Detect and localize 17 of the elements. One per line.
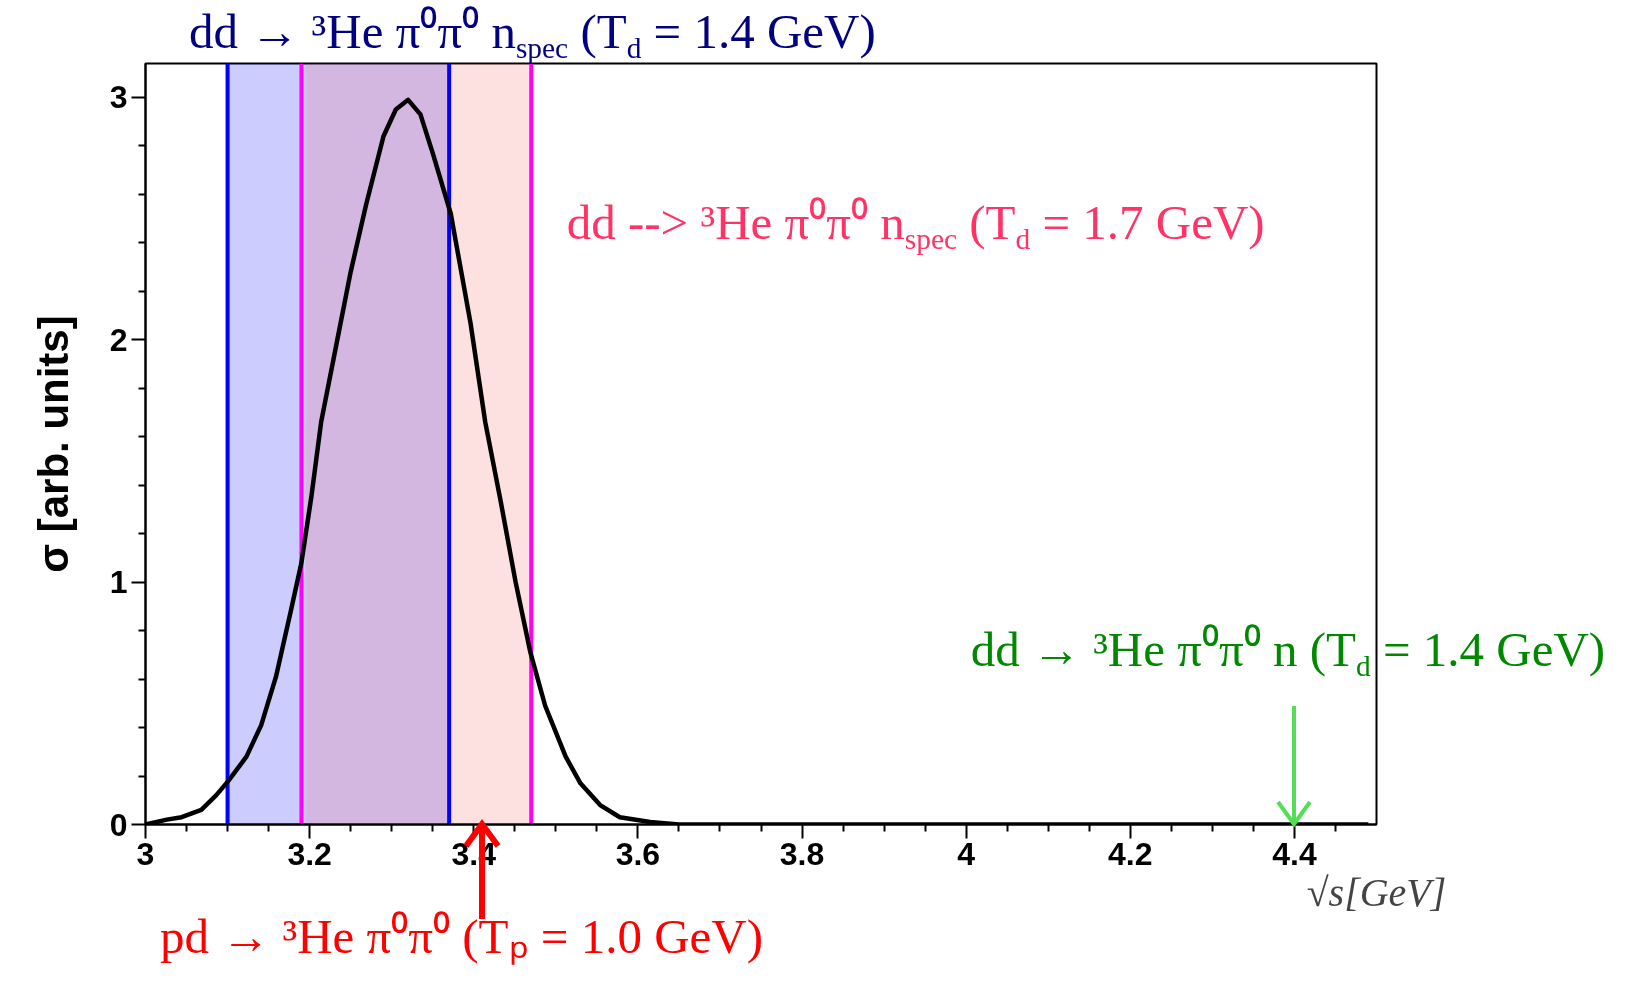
y-axis-title: σ [arb. units] (29, 315, 77, 573)
x-tick-label: 3 (136, 835, 155, 872)
x-tick-label: 3.2 (287, 835, 332, 872)
x-tick-label: 4 (957, 835, 976, 872)
y-tick-label: 1 (109, 564, 128, 601)
annotation: pd → ³He π⁰π⁰ (Tₚ = 1.0 GeV) (159, 908, 764, 966)
band-label: dd → ³He π⁰π⁰ n$_{spec}$ (T$_{d}$ = 1.4 GeV) (189, 3, 876, 64)
x-tick-label: 4.4 (1272, 835, 1317, 872)
x-tick-label: 3.6 (615, 835, 661, 872)
x-axis-title: √s[GeV] (1306, 869, 1447, 915)
y-tick-label: 3 (109, 79, 128, 116)
x-tick-label: 4.2 (1108, 835, 1153, 872)
y-tick-label: 2 (109, 321, 128, 358)
annotation: dd → ³He π⁰π⁰ n (T$_{d}$ = 1.4 GeV) (970, 621, 1606, 683)
x-tick-label: 3.8 (779, 835, 825, 872)
y-tick-label: 0 (109, 806, 128, 843)
band-label: dd --> ³He π⁰π⁰ n$_{spec}$ (T$_{d}$ = 1.7 GeV) (566, 194, 1265, 256)
